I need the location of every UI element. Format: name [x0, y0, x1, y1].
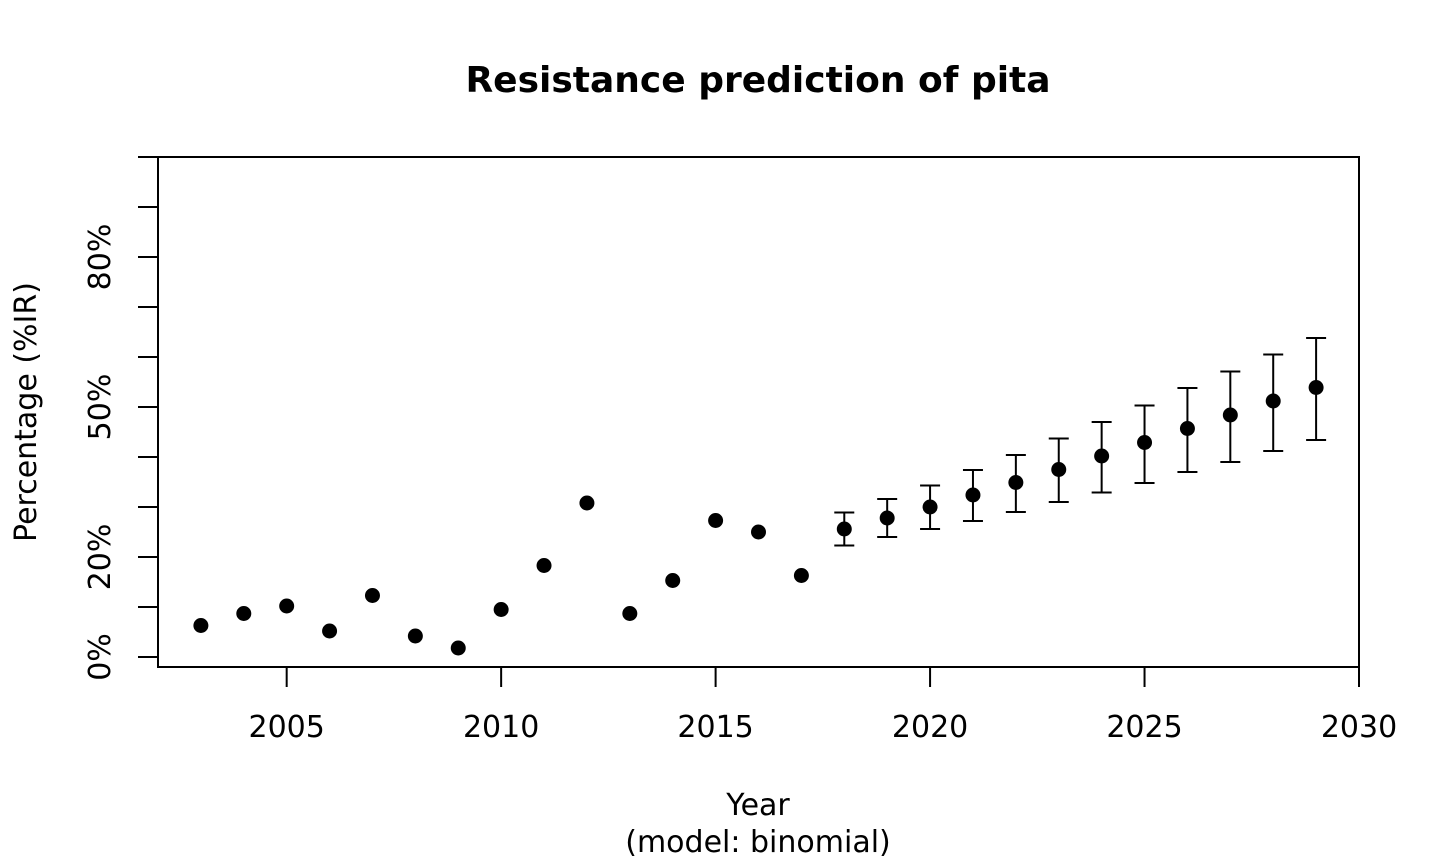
predicted-point [1008, 475, 1024, 490]
x-tick-label: 2015 [677, 710, 753, 745]
x-axis-sublabel: (model: binomial) [625, 825, 891, 860]
predicted-point [1094, 448, 1110, 464]
x-tick-label: 2010 [463, 710, 539, 745]
data-points [193, 380, 1324, 656]
observed-point [407, 628, 423, 644]
observed-point [450, 640, 466, 656]
y-tick-label: 20% [83, 524, 118, 591]
observed-point [279, 598, 295, 614]
observed-point [579, 495, 595, 511]
predicted-point [1137, 435, 1153, 450]
predicted-point [1308, 380, 1324, 395]
prediction-error-bars [834, 337, 1327, 547]
observed-point [665, 573, 681, 588]
plot-area [157, 156, 1360, 668]
y-tick-label: 50% [83, 374, 118, 441]
predicted-point [879, 510, 895, 526]
y-axis-label: Percentage (%IR) [9, 282, 44, 542]
x-tick-label: 2030 [1321, 710, 1397, 745]
observed-point [493, 602, 509, 617]
observed-point [364, 588, 380, 603]
x-tick-label: 2005 [248, 710, 324, 745]
y-tick-label: 80% [83, 224, 118, 291]
y-tick-label: 0% [83, 633, 118, 681]
predicted-point [1179, 421, 1195, 436]
observed-point [708, 513, 724, 528]
predicted-point [922, 499, 938, 515]
predicted-point [965, 487, 981, 503]
observed-point [236, 606, 252, 621]
predicted-point [836, 521, 852, 537]
y-axis: 0% 20% 50% 80% [83, 156, 159, 681]
predicted-point [1051, 462, 1067, 477]
observed-point [793, 568, 809, 583]
x-tick-label: 2025 [1106, 710, 1182, 745]
x-tick-label: 2020 [892, 710, 968, 745]
observed-point [193, 618, 209, 633]
predicted-point [1222, 407, 1238, 423]
x-axis: 2005 2010 2015 2020 2025 2030 [248, 666, 1397, 745]
observed-point [536, 558, 552, 573]
chart-title: Resistance prediction of pita [465, 60, 1050, 101]
observed-point [751, 524, 766, 540]
predicted-point [1265, 393, 1281, 409]
x-axis-label: Year [725, 788, 790, 823]
observed-point [622, 606, 638, 621]
observed-point [322, 623, 338, 639]
